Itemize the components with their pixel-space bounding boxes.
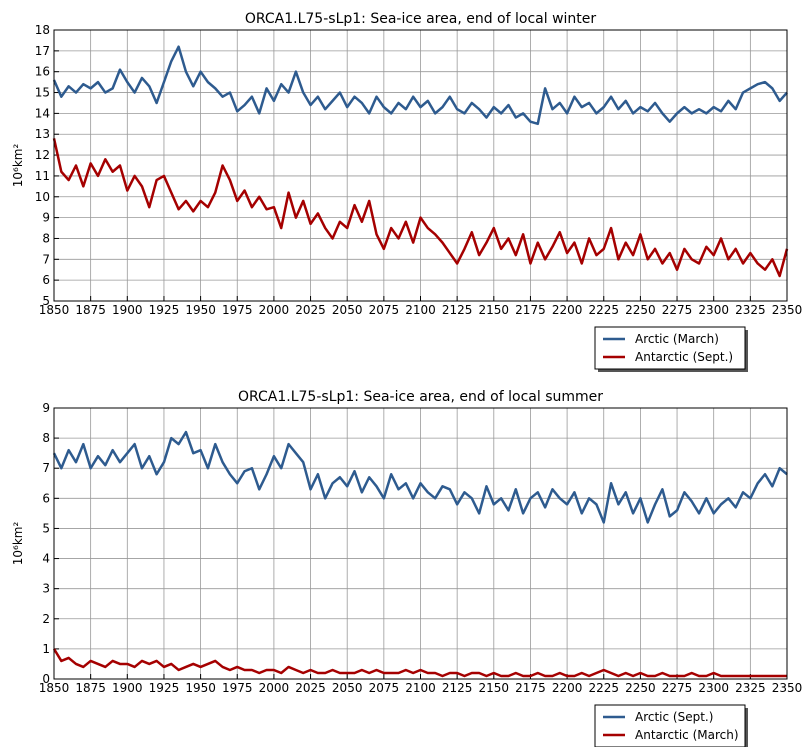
x-tick-label: 1850	[39, 303, 70, 317]
x-tick-label: 2150	[479, 681, 510, 695]
x-tick-label: 2025	[295, 303, 326, 317]
y-tick-label: 0	[42, 672, 50, 686]
y-tick-label: 11	[35, 169, 50, 183]
x-tick-label: 1850	[39, 681, 70, 695]
x-tick-label: 2000	[259, 303, 290, 317]
x-tick-label: 2275	[662, 303, 693, 317]
x-tick-label: 2250	[625, 681, 656, 695]
y-tick-label: 8	[42, 231, 50, 245]
y-tick-label: 5	[42, 294, 50, 308]
chart-title: ORCA1.L75-sLp1: Sea-ice area, end of loc…	[245, 11, 597, 27]
legend: Arctic (March) Antarctic (Sept.)	[594, 326, 748, 372]
legend-label: Antarctic (Sept.)	[635, 350, 733, 364]
y-tick-label: 14	[35, 106, 50, 120]
y-axis-label: 10⁶km²	[11, 144, 25, 188]
x-tick-label: 2100	[405, 681, 436, 695]
chart: ORCA1.L75-sLp1: Sea-ice area, end of loc…	[11, 389, 802, 747]
x-tick-label: 1925	[149, 303, 180, 317]
x-tick-label: 1925	[149, 681, 180, 695]
x-tick-label: 2050	[332, 303, 363, 317]
x-tick-label: 1875	[75, 681, 106, 695]
x-tick-label: 2325	[735, 303, 766, 317]
x-tick-label: 2275	[662, 681, 693, 695]
y-tick-label: 3	[42, 582, 50, 596]
x-tick-label: 1900	[112, 681, 143, 695]
x-tick-label: 2200	[552, 681, 583, 695]
x-tick-label: 2350	[772, 303, 802, 317]
x-tick-label: 2050	[332, 681, 363, 695]
x-tick-label: 2150	[479, 303, 510, 317]
y-tick-label: 6	[42, 491, 50, 505]
y-tick-label: 4	[42, 552, 50, 566]
x-tick-label: 2300	[698, 681, 729, 695]
y-tick-label: 12	[35, 148, 50, 162]
x-tick-label: 2350	[772, 681, 802, 695]
x-tick-label: 2025	[295, 681, 326, 695]
y-tick-label: 17	[35, 44, 50, 58]
legend-label: Antarctic (March)	[635, 728, 739, 742]
chart: ORCA1.L75-sLp1: Sea-ice area, end of loc…	[11, 11, 802, 372]
y-tick-label: 18	[35, 23, 50, 37]
x-tick-label: 2225	[588, 681, 619, 695]
y-tick-label: 8	[42, 431, 50, 445]
x-tick-label: 1950	[185, 303, 216, 317]
x-tick-label: 1900	[112, 303, 143, 317]
y-tick-label: 7	[42, 252, 50, 266]
y-tick-label: 1	[42, 642, 50, 656]
x-tick-label: 2200	[552, 303, 583, 317]
x-tick-label: 2225	[588, 303, 619, 317]
x-tick-label: 2125	[442, 681, 473, 695]
x-tick-label: 1975	[222, 303, 253, 317]
y-tick-label: 10	[35, 190, 50, 204]
x-tick-label: 2075	[369, 681, 400, 695]
series-line	[52, 138, 789, 278]
legend-box	[594, 704, 746, 747]
y-axis-label: 10⁶km²	[11, 522, 25, 566]
y-tick-label: 16	[35, 65, 50, 79]
legend-box	[594, 326, 746, 370]
y-tick-label: 7	[42, 461, 50, 475]
legend-label: Arctic (March)	[635, 332, 719, 346]
chart-title: ORCA1.L75-sLp1: Sea-ice area, end of loc…	[238, 389, 603, 405]
x-tick-label: 2125	[442, 303, 473, 317]
y-tick-label: 6	[42, 273, 50, 287]
x-tick-label: 2300	[698, 303, 729, 317]
y-tick-label: 9	[42, 401, 50, 415]
legend: Arctic (Sept.) Antarctic (March)	[594, 704, 748, 747]
x-tick-label: 2175	[515, 303, 546, 317]
x-tick-label: 2250	[625, 303, 656, 317]
series-line	[52, 648, 787, 678]
x-tick-label: 1975	[222, 681, 253, 695]
legend-label: Arctic (Sept.)	[635, 710, 713, 724]
y-tick-label: 9	[42, 211, 50, 225]
series-line	[52, 430, 788, 524]
x-tick-label: 2175	[515, 681, 546, 695]
plot-frame	[53, 29, 788, 302]
plot-frame	[53, 407, 788, 680]
y-tick-label: 2	[42, 612, 50, 626]
x-tick-label: 1950	[185, 681, 216, 695]
y-tick-label: 5	[42, 521, 50, 535]
x-tick-label: 2075	[369, 303, 400, 317]
y-tick-label: 15	[35, 86, 50, 100]
series-line	[52, 45, 788, 126]
x-tick-label: 1875	[75, 303, 106, 317]
y-tick-label: 13	[35, 127, 50, 141]
x-tick-label: 2325	[735, 681, 766, 695]
x-tick-label: 2100	[405, 303, 436, 317]
x-tick-label: 2000	[259, 681, 290, 695]
